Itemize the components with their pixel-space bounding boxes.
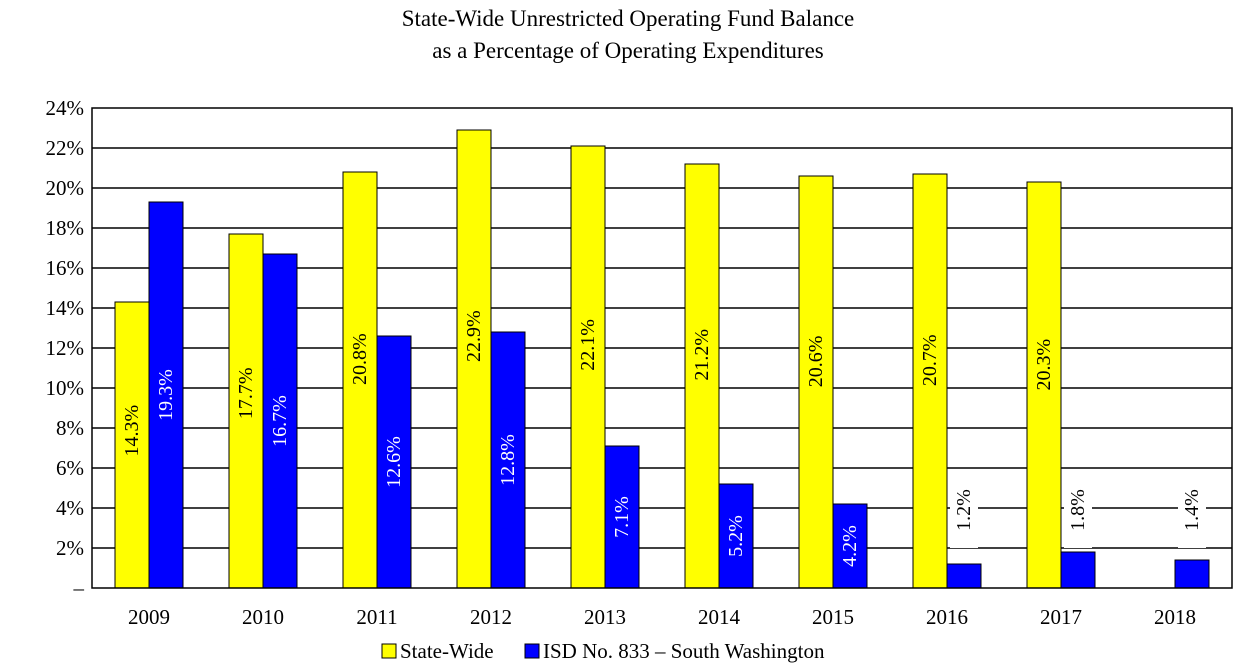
data-label-state-wide-2011: 20.8% (349, 333, 371, 385)
plot-frame (91, 107, 1233, 589)
data-label-isd-833-2018: 1.4% (1181, 489, 1203, 531)
x-category-label: 2013 (584, 605, 626, 629)
y-tick-label: – (73, 576, 85, 600)
data-label-box (1064, 472, 1092, 548)
data-label-isd-833-2015: 4.2% (839, 525, 861, 567)
bars (114, 129, 1210, 589)
data-label-box (1178, 472, 1206, 548)
bar-state-wide-2012 (456, 129, 492, 589)
y-tick-label: 6% (56, 456, 84, 480)
bar-state-wide-2014 (684, 163, 720, 589)
x-axis-categories: 2009 2010 2011 2012 2013 2014 2015 2016 2017 2018 (128, 605, 1196, 629)
bar-isd-833-2018 (1174, 559, 1210, 589)
legend: State-Wide ISD No. 833 – South Washingto… (381, 639, 825, 663)
legend-label-state-wide: State-Wide (400, 639, 494, 663)
data-labels: 14.3% 19.3% 17.7% 16.7% 20.8% 12.6% 22.9% 12.8%… (121, 310, 1206, 567)
y-tick-label: 8% (56, 416, 84, 440)
x-category-label: 2018 (1154, 605, 1196, 629)
x-category-label: 2011 (356, 605, 397, 629)
bar-isd-833-2012 (490, 331, 526, 589)
x-category-label: 2015 (812, 605, 854, 629)
bar-isd-833-2011 (376, 335, 412, 589)
bar-state-wide-2015 (798, 175, 834, 589)
x-category-label: 2010 (242, 605, 284, 629)
data-label-box (950, 472, 978, 548)
data-label-state-wide-2017: 20.3% (1033, 339, 1055, 391)
y-tick-label: 2% (56, 536, 84, 560)
y-axis-ticks: – 2% 4% 6% 8% 10% 12% 14% 16% 18% 20% 22% 24% (46, 96, 85, 600)
y-tick-label: 16% (46, 256, 85, 280)
data-label-isd-833-2013: 7.1% (611, 496, 633, 538)
chart-title-line-1: State-Wide Unrestricted Operating Fund B… (402, 6, 855, 31)
bar-isd-833-2014 (718, 483, 754, 589)
y-tick-label: 12% (46, 336, 85, 360)
x-category-label: 2012 (470, 605, 512, 629)
bar-isd-833-2013 (604, 445, 640, 589)
data-label-state-wide-2013: 22.1% (577, 319, 599, 371)
y-tick-label: 18% (46, 216, 85, 240)
bar-state-wide-2013 (570, 145, 606, 589)
y-tick-label: 14% (46, 296, 85, 320)
bar-isd-833-2010 (262, 253, 298, 589)
data-label-isd-833-2009: 19.3% (155, 369, 177, 421)
bar-isd-833-2009 (148, 201, 184, 589)
legend-swatch-isd-833 (524, 643, 540, 659)
y-tick-label: 4% (56, 496, 84, 520)
data-label-isd-833-2017: 1.8% (1067, 489, 1089, 531)
x-category-label: 2017 (1040, 605, 1082, 629)
data-label-state-wide-2014: 21.2% (691, 329, 713, 381)
bar-isd-833-2016 (946, 563, 982, 589)
data-label-state-wide-2010: 17.7% (235, 367, 257, 419)
data-label-state-wide-2016: 20.7% (919, 334, 941, 386)
y-tick-label: 10% (46, 376, 85, 400)
y-tick-label: 22% (46, 136, 85, 160)
x-category-label: 2014 (698, 605, 741, 629)
data-label-isd-833-2011: 12.6% (383, 436, 405, 488)
bar-state-wide-2016 (912, 173, 948, 589)
data-label-isd-833-2012: 12.8% (497, 434, 519, 486)
data-label-state-wide-2015: 20.6% (805, 336, 827, 388)
bar-state-wide-2009 (114, 301, 150, 589)
legend-swatch-state-wide (381, 643, 397, 659)
bar-state-wide-2017 (1026, 181, 1062, 589)
chart-title-line-2: as a Percentage of Operating Expenditure… (432, 38, 824, 63)
data-label-isd-833-2010: 16.7% (269, 395, 291, 447)
data-label-state-wide-2009: 14.3% (121, 405, 143, 457)
legend-label-isd-833: ISD No. 833 – South Washington (543, 639, 825, 663)
y-tick-label: 24% (46, 96, 85, 120)
y-tick-label: 20% (46, 176, 85, 200)
data-label-isd-833-2014: 5.2% (725, 515, 747, 557)
data-label-state-wide-2012: 22.9% (463, 310, 485, 362)
x-category-label: 2009 (128, 605, 170, 629)
x-category-label: 2016 (926, 605, 968, 629)
data-label-isd-833-2016: 1.2% (953, 489, 975, 531)
bar-state-wide-2011 (342, 171, 378, 589)
bar-isd-833-2017 (1060, 551, 1096, 589)
bar-isd-833-2015 (832, 503, 868, 589)
